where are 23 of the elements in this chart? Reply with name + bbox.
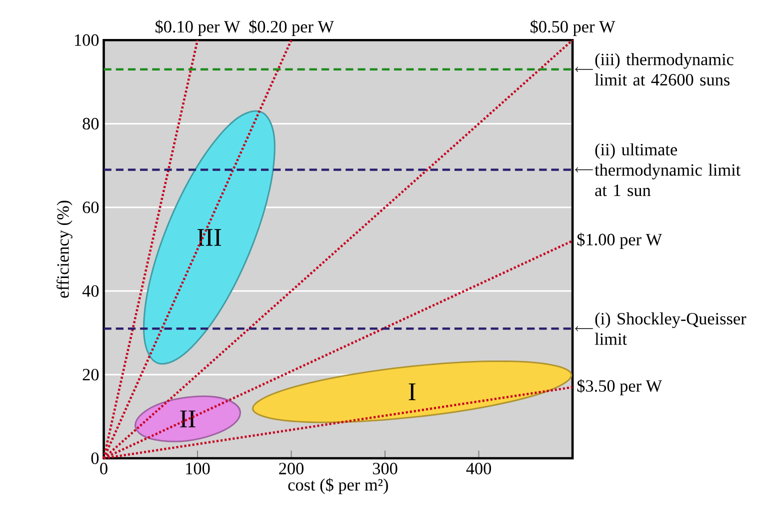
x-tick-label: 300 [372, 462, 398, 475]
y-tick-label: 100 [75, 34, 99, 46]
series-label: I [408, 384, 416, 400]
series-label: $0.10 per W [156, 20, 240, 36]
ref-line-label: (i) Shockley-Queisser limit [594, 312, 746, 346]
x-axis-title: cost ($ per m²) [288, 478, 388, 494]
x-tick-label: 200 [279, 462, 304, 475]
y-tick-label: 20 [82, 368, 99, 381]
y-axis-title: efficiency (%) [56, 200, 72, 298]
ref-line-label: (iii) thermodynamic limit at 42600 suns [594, 53, 734, 86]
series-label: $1.00 per W [577, 232, 662, 250]
y-tick-label: 40 [82, 285, 99, 297]
y-tick-label: 0 [91, 452, 99, 464]
series-label: III [197, 229, 222, 246]
series-label: $0.20 per W [249, 20, 334, 36]
y-tick-label: 60 [82, 202, 99, 214]
series-label: $3.50 per W [577, 379, 662, 396]
x-tick-label: 400 [466, 462, 492, 475]
series-label: $0.50 per W [530, 20, 616, 36]
x-tick-label: 0 [100, 462, 108, 475]
y-tick-label: 80 [82, 118, 99, 130]
ref-line-label: (ii) ultimate thermodynamic limit at 1 sun [594, 143, 741, 196]
x-tick-label: 100 [186, 462, 210, 475]
